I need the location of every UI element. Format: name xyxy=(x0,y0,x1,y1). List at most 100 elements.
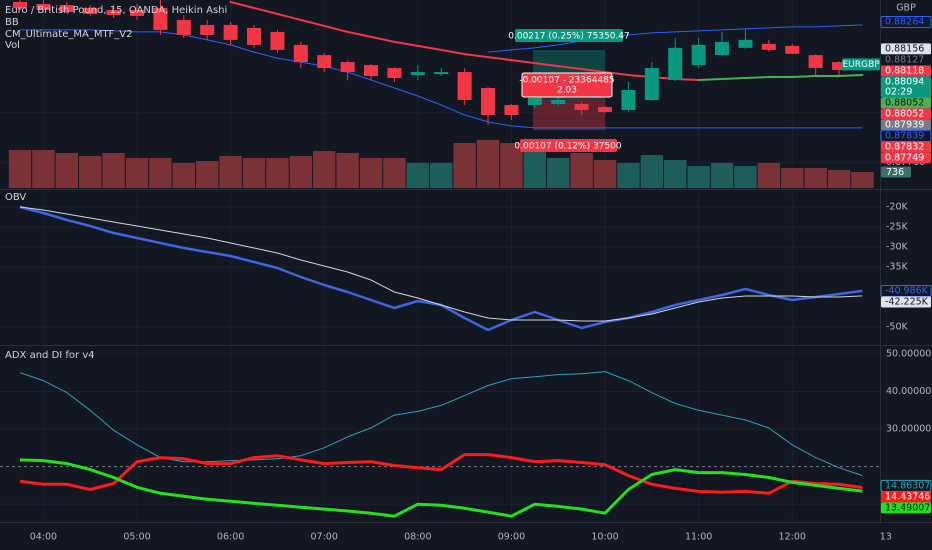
volume-bar xyxy=(640,155,664,188)
price-badge-label: 0.87839 xyxy=(885,131,924,142)
price-badge xyxy=(880,15,932,28)
position-loss-zone xyxy=(533,100,605,130)
candle-body xyxy=(317,55,332,69)
candle-body xyxy=(176,19,191,35)
y-tick-label: 50.00000 xyxy=(886,348,931,359)
ma-segment xyxy=(229,0,256,9)
candle-body xyxy=(598,106,613,112)
volume-bar xyxy=(219,156,242,188)
volume-bar xyxy=(827,170,851,188)
candle-body xyxy=(293,44,308,63)
volume-bar xyxy=(383,158,406,188)
volume-bar xyxy=(125,158,149,188)
panel-title: OBV xyxy=(5,192,26,203)
x-tick-label: 04:00 xyxy=(30,532,57,543)
axis-label: GBP xyxy=(896,3,916,14)
volume-bar xyxy=(710,163,734,188)
volume-bar xyxy=(476,140,500,188)
volume-bar xyxy=(32,150,55,188)
volume-bar xyxy=(8,150,32,188)
volume-bar xyxy=(430,163,453,188)
plot-layer xyxy=(0,0,880,518)
x-tick-label: 09:00 xyxy=(498,532,525,543)
volume-bar xyxy=(406,163,430,188)
bb-upper-line xyxy=(487,24,863,53)
candle-body xyxy=(13,1,28,8)
candle-body xyxy=(574,103,589,110)
price-badge-label: 0.88127 xyxy=(885,55,924,66)
price-badge-label: -40.986K xyxy=(885,286,929,297)
legend-entry: BB xyxy=(5,17,19,28)
ma-segment xyxy=(370,35,396,43)
countdown-label: 02:29 xyxy=(885,87,912,98)
trade-info-badge xyxy=(521,72,613,98)
chart-title: Euro / British Pound, 15, OANDA, Heikin … xyxy=(5,5,227,16)
volume-bar xyxy=(55,153,79,188)
volume-bar xyxy=(79,156,102,188)
volume-badge-label: 736 xyxy=(886,167,904,178)
price-badge xyxy=(881,108,931,120)
candle-body xyxy=(527,97,542,105)
volume-bar xyxy=(757,163,781,188)
legend-entry: CM_Ultimate_MA_MTF_V2 xyxy=(5,29,133,40)
price-badge xyxy=(881,119,931,131)
volume-bar xyxy=(781,168,804,188)
candle-body xyxy=(410,72,425,76)
volume-bar xyxy=(313,151,336,188)
price-badge xyxy=(881,54,931,66)
grid-layer xyxy=(0,0,887,522)
y-tick-label: -35K xyxy=(886,262,909,273)
y-tick-label: 40.00000 xyxy=(886,386,931,397)
trade-profit-badge xyxy=(515,29,623,42)
price-badge-label: 14.43746 xyxy=(885,492,930,503)
trade-info-label: -0.00107 - 23364485 xyxy=(519,76,614,86)
ma-segment xyxy=(557,65,583,71)
volume-bar xyxy=(242,158,266,188)
ma-segment xyxy=(791,75,817,79)
ma-segment xyxy=(440,48,466,56)
candle-body xyxy=(59,4,74,12)
price-badge xyxy=(881,491,931,503)
y-tick-label: -30K xyxy=(886,242,909,253)
candle-body xyxy=(434,72,449,75)
price-badge-label: 0.88052 xyxy=(885,109,924,120)
candle-body xyxy=(551,99,566,104)
candle-body xyxy=(270,31,285,50)
price-badge-label: 0.87939 xyxy=(885,120,924,131)
candle-body xyxy=(761,43,776,50)
series-line xyxy=(19,453,863,495)
y-tick-label: 30.00000 xyxy=(886,424,931,435)
ma-segment xyxy=(510,59,536,65)
candle-body xyxy=(691,44,706,66)
candle-body xyxy=(457,72,472,100)
ma-segment xyxy=(323,24,349,33)
candle-body xyxy=(644,68,659,100)
volume-bar xyxy=(734,166,757,188)
x-tick-label: 12:00 xyxy=(779,532,806,543)
panel-title: ADX and DI for v4 xyxy=(5,350,95,361)
candle-body xyxy=(504,104,519,115)
volume-bar xyxy=(453,143,476,188)
ma-segment xyxy=(487,56,513,62)
volume-bar xyxy=(500,143,523,188)
ma-segment xyxy=(838,74,864,78)
price-badge-label: 0.87749 xyxy=(885,153,924,164)
candle-body xyxy=(36,3,51,10)
y-tick-label: -25K xyxy=(886,222,909,233)
candle-body xyxy=(130,9,145,16)
candle-body xyxy=(153,7,168,30)
x-tick-label: 08:00 xyxy=(404,532,431,543)
candle-body xyxy=(247,27,262,45)
price-badge-label: 0.87832 xyxy=(885,142,924,153)
candle-body xyxy=(738,39,753,48)
price-badge-label: 14.86307 xyxy=(885,481,930,492)
candle-body xyxy=(785,45,800,54)
series-line xyxy=(19,458,863,518)
ma-segment xyxy=(299,18,326,27)
price-badge-label: 0.88264 xyxy=(885,17,924,28)
x-tick-label: 11:00 xyxy=(685,532,712,543)
candle-body xyxy=(223,24,238,40)
price-badge xyxy=(881,152,931,164)
